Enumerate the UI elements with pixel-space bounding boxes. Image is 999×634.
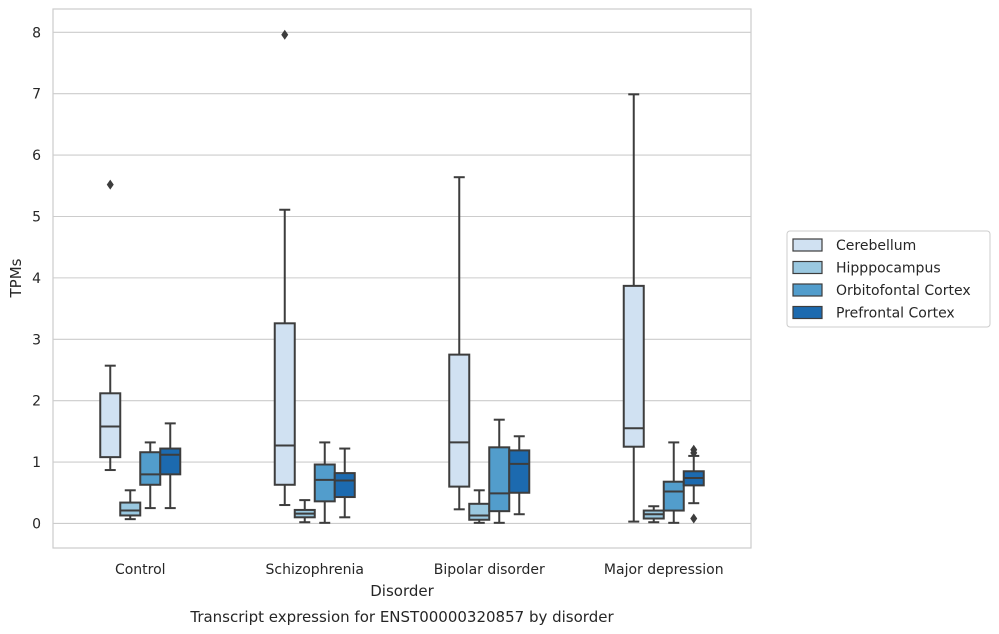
box-cerebellum xyxy=(622,93,645,523)
legend-label: Cerebellum xyxy=(836,238,916,254)
box-iqr xyxy=(333,472,356,499)
y-tick-label: 4 xyxy=(32,271,41,287)
box-iqr xyxy=(662,480,685,512)
legend-label: Orbitofontal Cortex xyxy=(836,283,971,299)
box-hipppocampus xyxy=(642,505,665,524)
legend-frame xyxy=(786,230,991,328)
x-tick-label: Schizophrenia xyxy=(266,562,364,578)
box-orbitofontal-cortex xyxy=(662,441,685,524)
outlier-point xyxy=(690,447,698,458)
box-iqr xyxy=(468,502,491,521)
legend-label: Hipppocampus xyxy=(836,261,941,277)
legend-swatch xyxy=(792,283,823,297)
box-iqr xyxy=(313,463,336,503)
y-tick-label: 3 xyxy=(32,332,41,348)
x-axis: Control Schizophrenia Bipolar disorder Majo… xyxy=(115,562,724,578)
box-cerebellum xyxy=(273,29,296,507)
y-tick-label: 1 xyxy=(32,455,41,471)
y-tick-label: 7 xyxy=(32,87,41,103)
box-cerebellum xyxy=(448,176,471,511)
box-iqr xyxy=(273,322,296,486)
box-iqr xyxy=(488,446,511,513)
box-prefrontal-cortex xyxy=(508,435,531,516)
x-tick-label: Control xyxy=(115,562,166,578)
y-tick-label: 5 xyxy=(32,209,41,225)
box-iqr xyxy=(99,392,122,459)
box-hipppocampus xyxy=(119,489,142,521)
box-iqr xyxy=(159,447,182,476)
y-tick-label: 8 xyxy=(32,25,41,41)
box-iqr xyxy=(622,284,645,448)
box-prefrontal-cortex xyxy=(682,444,705,524)
box-hipppocampus xyxy=(293,499,316,524)
legend-swatch xyxy=(792,238,823,252)
box-iqr xyxy=(119,501,142,517)
x-tick-label: Major depression xyxy=(604,562,724,578)
x-tick-label: Bipolar disorder xyxy=(434,562,545,578)
x-axis-label: Disorder xyxy=(370,582,434,600)
box-iqr xyxy=(139,451,162,486)
box-groups xyxy=(99,29,705,524)
chart-caption: Transcript expression for ENST0000032085… xyxy=(189,608,614,626)
box-prefrontal-cortex xyxy=(159,422,182,510)
box-iqr xyxy=(448,353,471,488)
outlier-point xyxy=(281,29,289,40)
legend: Cerebellum Hipppocampus Orbitofontal Corte… xyxy=(786,230,991,328)
y-axis-label: TPMs xyxy=(7,258,25,298)
outlier-point xyxy=(106,179,114,190)
y-tick-label: 6 xyxy=(32,148,41,164)
y-tick-label: 2 xyxy=(32,394,41,410)
outlier-point xyxy=(690,513,698,524)
box-iqr xyxy=(508,449,531,494)
legend-swatch xyxy=(792,305,823,320)
y-axis: 0 1 2 3 4 5 6 7 8 xyxy=(32,25,41,532)
legend-label: Prefrontal Cortex xyxy=(836,306,955,322)
box-hipppocampus xyxy=(468,489,491,524)
legend-swatch xyxy=(792,260,823,275)
box-prefrontal-cortex xyxy=(333,447,356,519)
box-cerebellum xyxy=(99,179,122,472)
y-tick-label: 0 xyxy=(32,516,41,532)
